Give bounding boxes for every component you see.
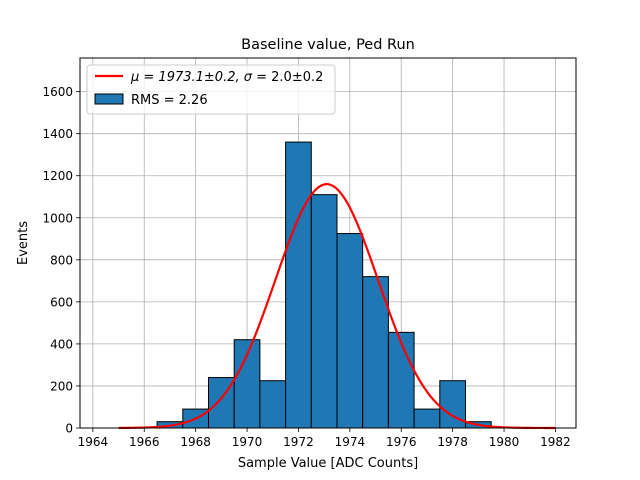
legend-histogram-swatch bbox=[94, 93, 124, 105]
legend-box bbox=[86, 64, 336, 115]
legend: μ = 1973.1±0.2, σ = 2.0±0.2 RMS = 2.26 bbox=[86, 64, 336, 115]
x-tick-label: 1972 bbox=[283, 435, 314, 449]
x-tick-label: 1982 bbox=[540, 435, 571, 449]
legend-histogram-label: RMS = 2.26 bbox=[131, 93, 208, 108]
legend-fit-sigma-symbol: σ bbox=[244, 70, 253, 85]
y-axis-label: Events bbox=[16, 221, 31, 265]
x-tick-label: 1966 bbox=[129, 435, 160, 449]
x-tick-label: 1980 bbox=[489, 435, 520, 449]
histogram-bar bbox=[285, 141, 312, 429]
y-tick-label: 1600 bbox=[42, 85, 73, 99]
x-tick-label: 1974 bbox=[335, 435, 366, 449]
y-tick-label: 1000 bbox=[42, 211, 73, 225]
chart-title: Baseline value, Ped Run bbox=[241, 37, 415, 53]
plot-frame bbox=[79, 57, 577, 429]
x-tick-label: 1970 bbox=[232, 435, 263, 449]
y-tick-label: 1200 bbox=[42, 169, 73, 183]
histogram-bar bbox=[413, 408, 441, 429]
y-tick-label: 800 bbox=[50, 253, 73, 267]
y-tick-label: 400 bbox=[50, 337, 73, 351]
histogram-bar bbox=[336, 233, 364, 429]
histogram-bar bbox=[310, 194, 338, 429]
y-tick-label: 600 bbox=[50, 295, 73, 309]
x-tick-label: 1968 bbox=[180, 435, 211, 449]
legend-fit-label: μ = 1973.1±0.2, σ = 2.0±0.2 bbox=[130, 70, 323, 85]
y-tick-label: 0 bbox=[65, 422, 73, 436]
x-tick-label: 1964 bbox=[78, 435, 109, 449]
x-axis-ticks: 1964 1966 1968 1970 1972 1974 1976 1978 1980 1982 bbox=[78, 428, 571, 449]
gaussian-fit-curve bbox=[118, 183, 556, 430]
histogram-bar bbox=[387, 331, 415, 429]
x-axis-label: Sample Value [ADC Counts] bbox=[238, 456, 418, 471]
x-tick-label: 1976 bbox=[386, 435, 417, 449]
y-axis-ticks: 0 200 400 600 800 1000 1200 1400 1600 bbox=[42, 85, 80, 436]
y-tick-label: 200 bbox=[50, 379, 73, 393]
histogram-bars bbox=[156, 141, 492, 429]
x-tick-label: 1978 bbox=[437, 435, 468, 449]
legend-fit-sigma-value: = 2.0±0.2 bbox=[252, 70, 323, 85]
histogram-bar bbox=[259, 380, 287, 429]
y-tick-label: 1400 bbox=[42, 127, 73, 141]
legend-fit-mu: μ = 1973.1±0.2, bbox=[130, 70, 244, 85]
